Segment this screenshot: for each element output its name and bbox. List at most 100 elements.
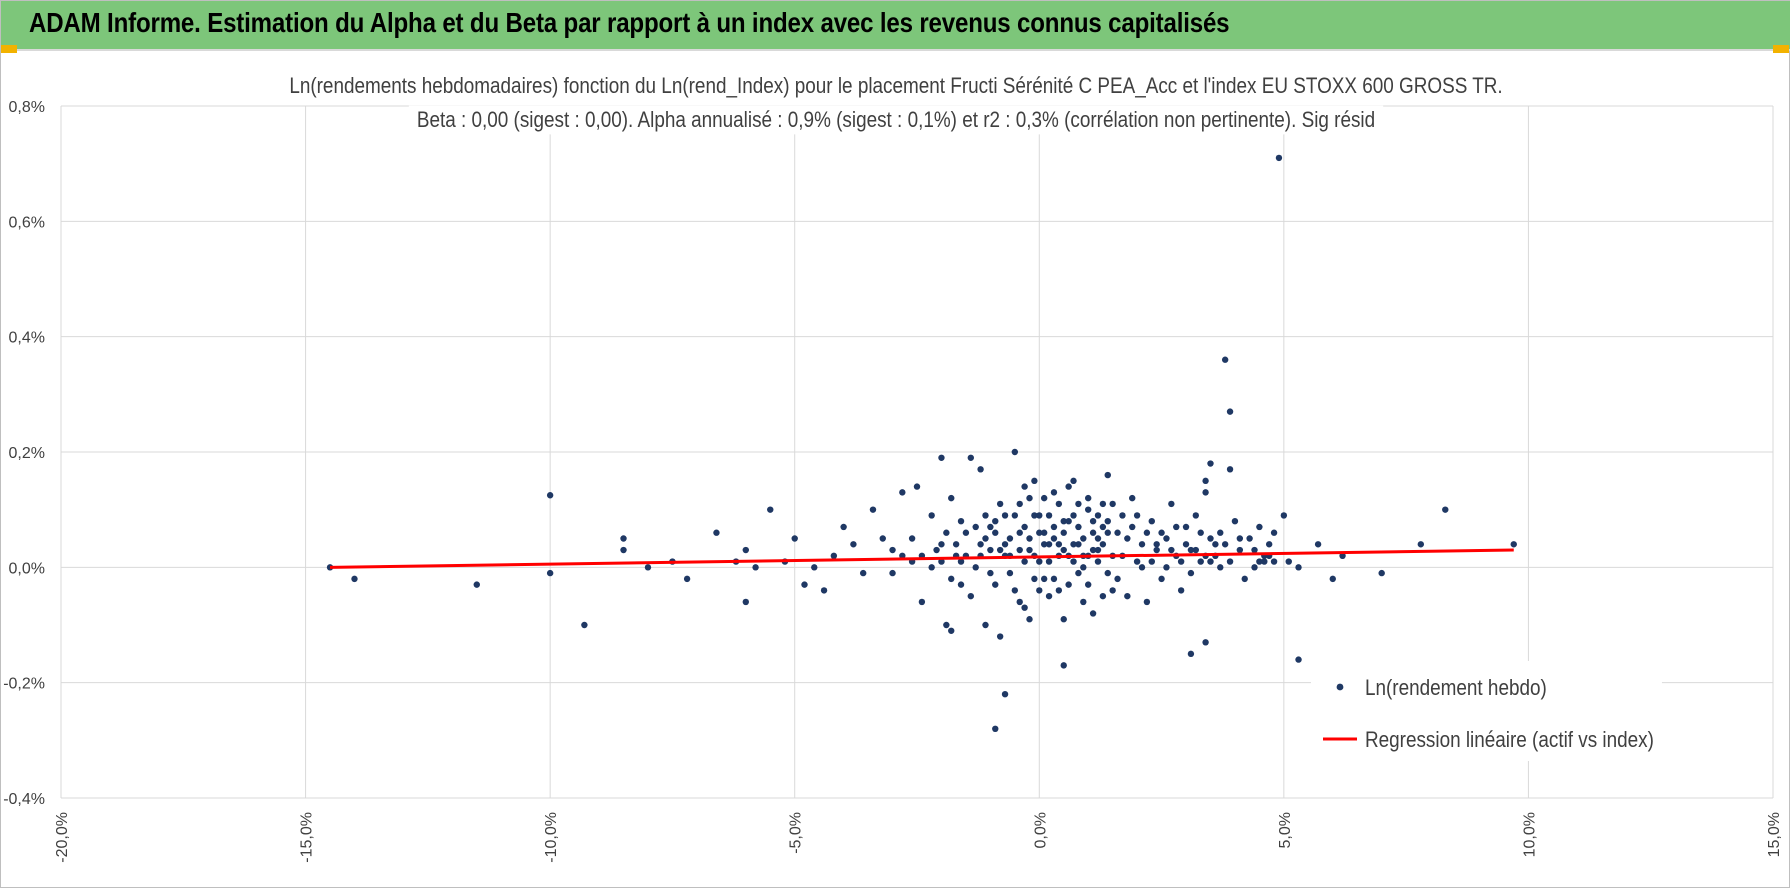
legend-label: Ln(rendement hebdo) [1365, 676, 1547, 701]
data-point [1109, 500, 1116, 508]
data-point [992, 529, 999, 536]
data-point [1177, 587, 1185, 594]
data-point [996, 633, 1004, 640]
data-point [742, 598, 749, 606]
data-point [546, 569, 554, 577]
axis-layer: -0,4% -0,2% 0,0% 0,2% 0,4% 0,6% 0,8% -20,0% -15,… [3, 99, 1783, 863]
data-point [1270, 529, 1278, 536]
data-point [1040, 494, 1048, 502]
data-point [1036, 512, 1043, 519]
data-point [889, 569, 896, 577]
data-point [1124, 592, 1131, 600]
data-point [1075, 569, 1082, 577]
data-point [1378, 569, 1385, 577]
data-point [1207, 558, 1214, 565]
data-point [957, 581, 965, 588]
data-point [982, 621, 989, 629]
data-point [933, 546, 940, 554]
data-point [938, 454, 945, 461]
chart-title-line: Ln(rendements hebdomadaires) fonction du… [289, 74, 1502, 99]
data-point [869, 506, 877, 513]
data-point [1080, 564, 1087, 571]
right-corner-tab [1773, 45, 1789, 53]
data-point [1133, 558, 1141, 565]
chart-title-background [281, 71, 1511, 101]
data-point [859, 569, 867, 577]
data-point [1060, 662, 1067, 669]
data-point [977, 541, 984, 548]
data-point [1129, 523, 1136, 531]
data-point [1143, 529, 1151, 536]
data-point [1094, 558, 1102, 565]
data-point [1187, 569, 1195, 577]
regression-line [330, 548, 1514, 569]
data-point [948, 575, 955, 583]
data-point [1138, 541, 1146, 548]
data-point [1104, 569, 1111, 577]
data-point [1085, 506, 1092, 513]
data-point [1099, 500, 1107, 508]
x-tick-label: -20,0% [54, 812, 71, 863]
data-point [1251, 546, 1258, 554]
data-point [1329, 575, 1336, 583]
data-point [1182, 541, 1190, 548]
data-point [1226, 558, 1234, 565]
data-point [1251, 564, 1258, 571]
data-point [1182, 523, 1190, 531]
data-point [982, 512, 989, 519]
header-title: ADAM Informe. Estimation du Alpha et du … [29, 7, 1230, 38]
data-point [1133, 512, 1141, 519]
data-point [1217, 529, 1224, 536]
data-point [1016, 598, 1023, 606]
data-point [1036, 587, 1043, 594]
data-point [1050, 523, 1058, 531]
data-point [1148, 518, 1155, 525]
data-point [938, 558, 945, 565]
x-tick-label: -5,0% [788, 812, 805, 854]
data-point [1270, 558, 1278, 565]
data-point [1021, 523, 1028, 531]
data-point [1153, 541, 1160, 548]
data-point [992, 725, 999, 732]
data-point [1036, 558, 1043, 565]
data-point [996, 500, 1004, 508]
legend: Ln(rendement hebdo) Regression linéaire (… [1311, 661, 1662, 761]
data-point [1085, 494, 1092, 502]
data-point [1236, 535, 1244, 542]
data-point [840, 523, 847, 531]
data-point [977, 466, 984, 473]
data-point [1089, 610, 1097, 617]
data-point [1070, 512, 1077, 519]
data-point [1246, 535, 1253, 542]
legend-background [1311, 661, 1662, 761]
data-point [996, 546, 1004, 554]
x-tick-label: 5,0% [1277, 812, 1294, 848]
data-point [1031, 512, 1038, 519]
data-point [1050, 535, 1058, 542]
y-tick-label: 0,4% [9, 330, 45, 347]
data-point [1256, 558, 1263, 565]
data-point [987, 569, 994, 577]
data-point [899, 489, 906, 496]
data-point [1280, 512, 1288, 519]
data-point [1104, 518, 1111, 525]
data-point [1011, 587, 1019, 594]
y-tick-label: 0,8% [9, 99, 45, 116]
data-point [1021, 604, 1028, 611]
data-point [1060, 529, 1067, 536]
data-point [982, 535, 989, 542]
data-point [1104, 529, 1111, 536]
data-point [1339, 552, 1346, 559]
data-point [752, 564, 759, 571]
data-point [1202, 477, 1209, 485]
data-point [1221, 356, 1229, 363]
data-point [1114, 529, 1121, 536]
x-tick-label: 15,0% [1766, 812, 1783, 857]
data-point [987, 523, 994, 531]
data-point [1197, 529, 1204, 536]
data-point [1045, 541, 1053, 548]
data-point [1006, 569, 1014, 577]
data-point [1207, 460, 1214, 467]
data-point [967, 592, 975, 600]
